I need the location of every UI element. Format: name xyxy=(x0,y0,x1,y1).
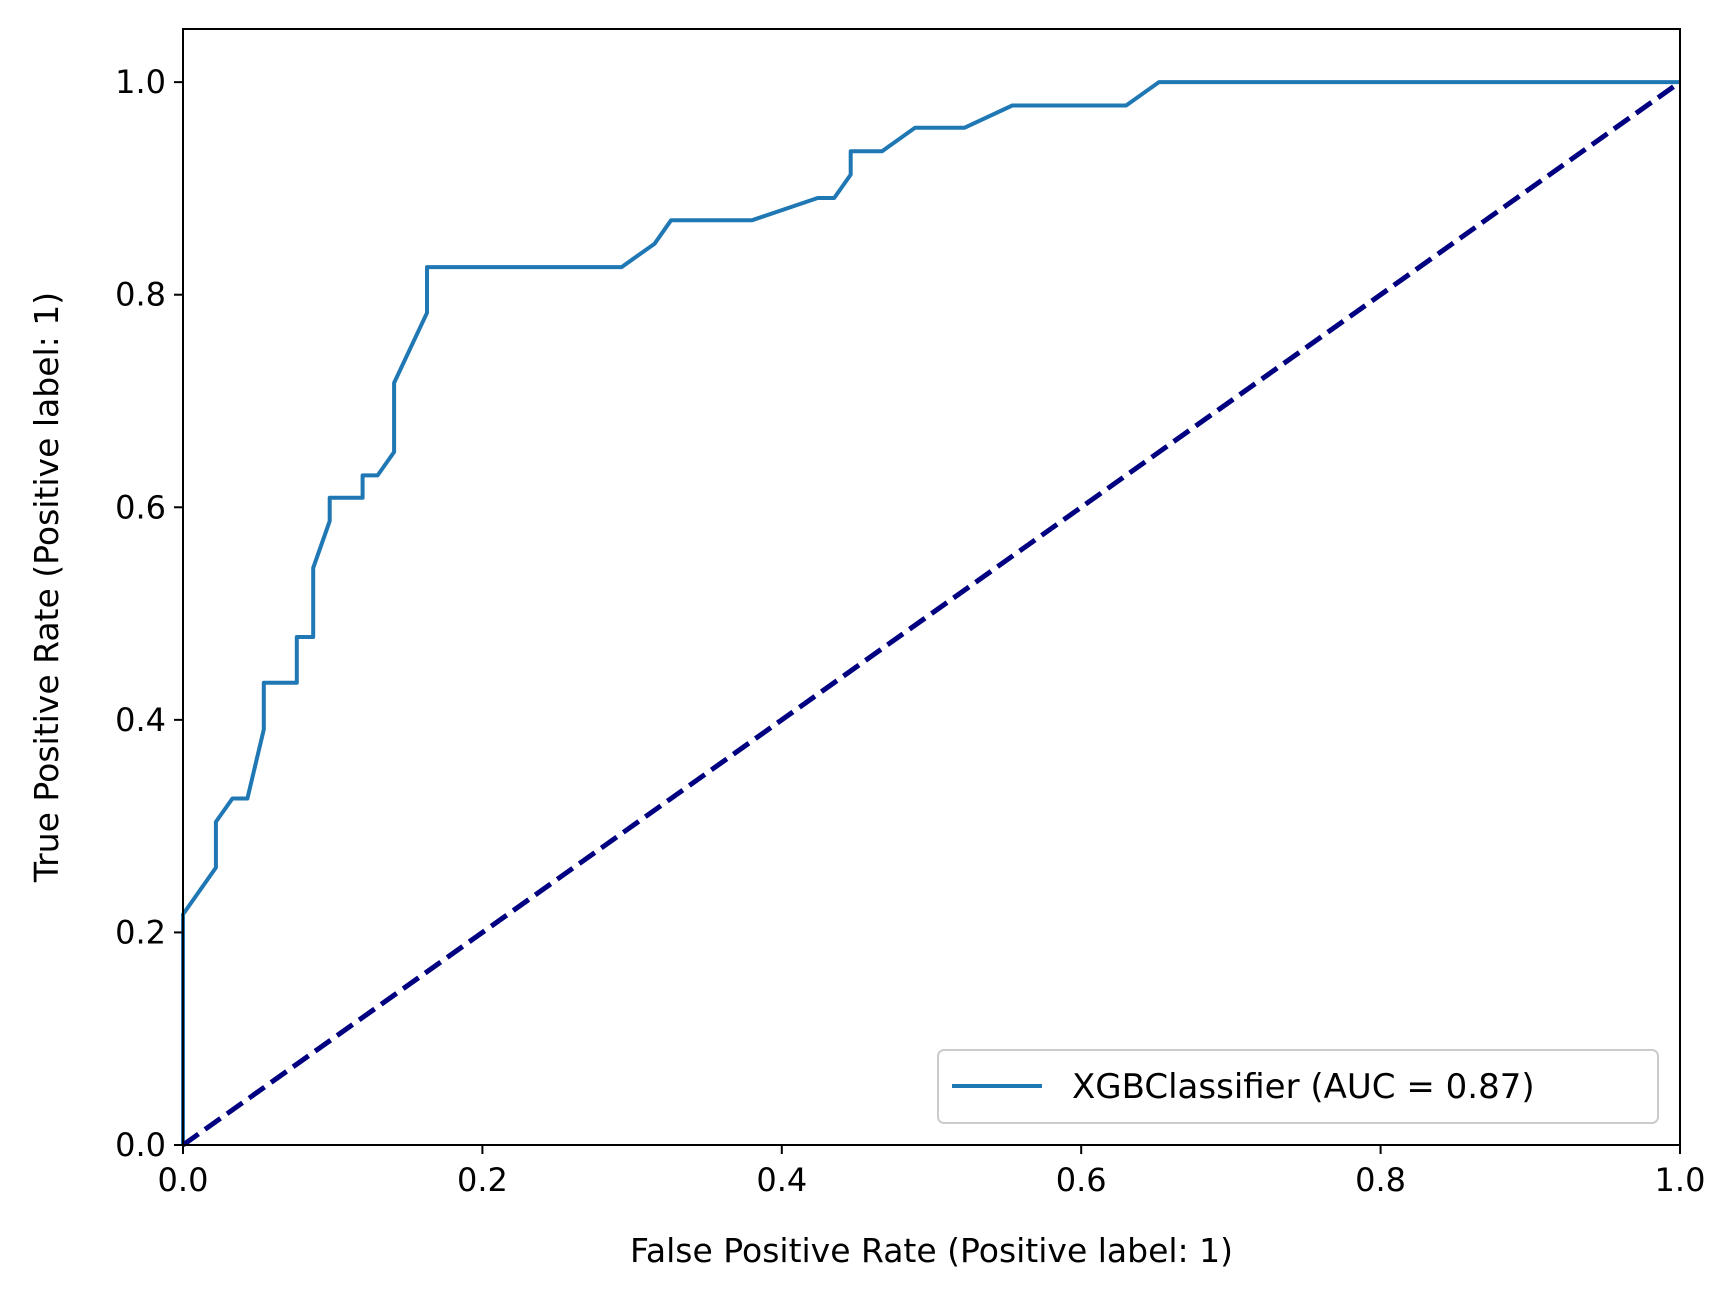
series-layer xyxy=(181,80,1682,1148)
y-tick-label: 0.0 xyxy=(115,1126,166,1164)
legend-label-xgbclassifier: XGBClassifier (AUC = 0.87) xyxy=(1072,1067,1535,1107)
series-line-0 xyxy=(181,80,1680,1145)
x-axis-ticks: 0.0 0.2 0.4 0.6 0.8 1.0 xyxy=(158,1145,1706,1199)
plot-area xyxy=(183,29,1680,1145)
y-tick-label: 0.8 xyxy=(115,276,166,314)
x-tick-label: 0.6 xyxy=(1056,1161,1107,1199)
x-tick-label: 0.0 xyxy=(158,1161,209,1199)
chance-diagonal-line xyxy=(181,80,1682,1148)
y-axis-ticks: 0.0 0.2 0.4 0.6 0.8 1.0 xyxy=(115,63,183,1164)
y-axis-label: True Positive Rate (Positive label: 1) xyxy=(27,292,66,883)
axes-frame xyxy=(182,28,1681,1146)
y-tick-label: 0.4 xyxy=(115,701,166,739)
y-tick-label: 1.0 xyxy=(115,63,166,101)
x-tick-label: 0.4 xyxy=(756,1161,807,1199)
y-tick-label: 0.6 xyxy=(115,488,166,526)
legend: XGBClassifier (AUC = 0.87) xyxy=(937,1049,1659,1124)
y-tick-label: 0.2 xyxy=(115,913,166,951)
legend-frame xyxy=(937,1049,1659,1124)
x-tick-label: 1.0 xyxy=(1655,1161,1706,1199)
x-tick-label: 0.8 xyxy=(1355,1161,1406,1199)
x-axis-label: False Positive Rate (Positive label: 1) xyxy=(630,1231,1233,1270)
x-tick-label: 0.2 xyxy=(457,1161,508,1199)
